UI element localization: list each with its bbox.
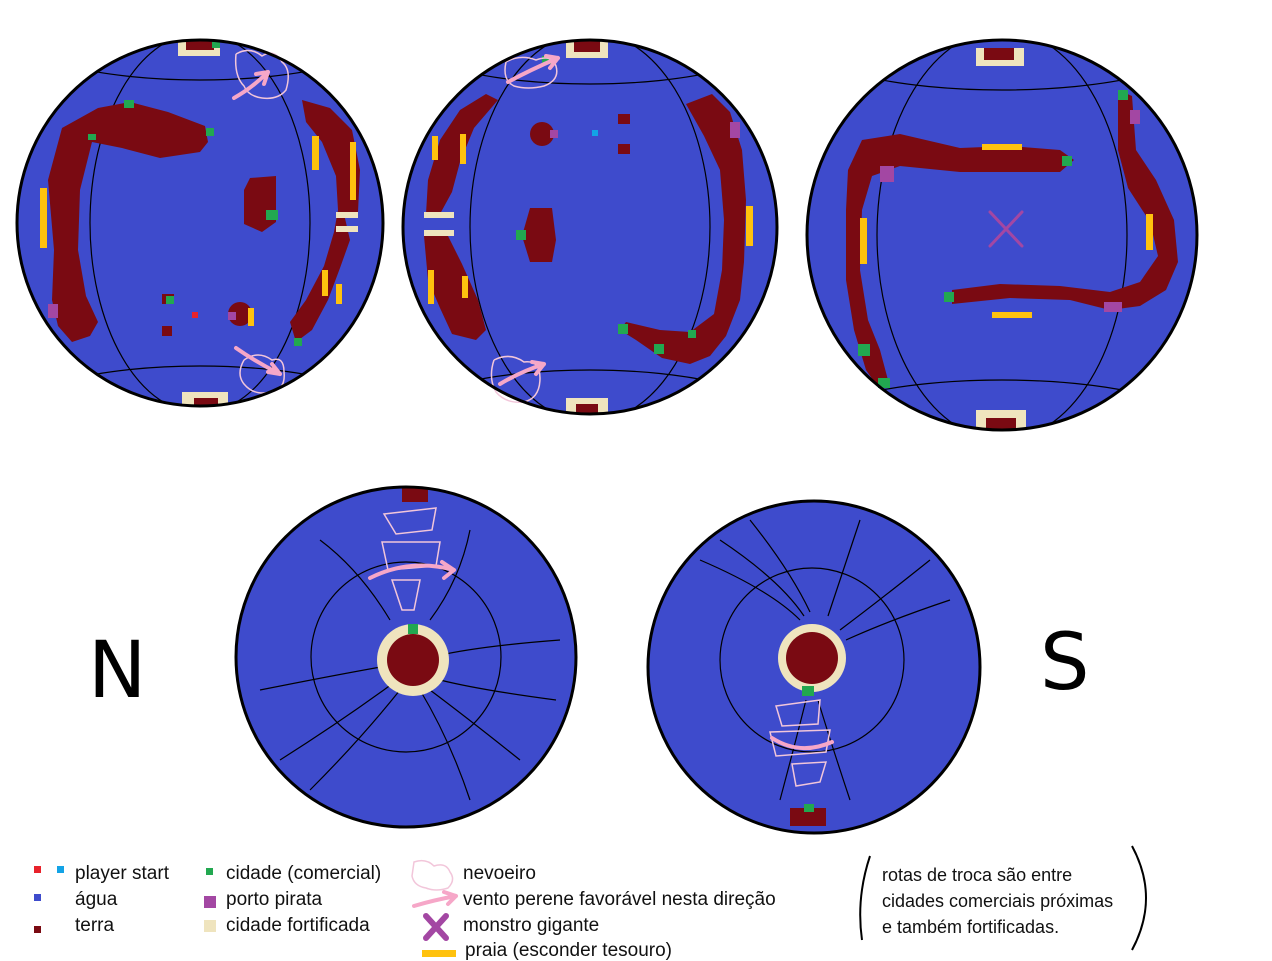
swatch-wind: [412, 890, 458, 908]
beaches: [860, 144, 1153, 318]
land-west: [846, 134, 1074, 390]
graticule: [699, 519, 951, 801]
trade-routes-note: rotas de troca são entre cidades comerci…: [882, 862, 1113, 940]
landmasses: [424, 40, 746, 414]
wind-arrow: [368, 560, 456, 580]
globe-south: [646, 499, 982, 835]
wind-arrows: [498, 54, 560, 386]
graticule: [403, 40, 777, 414]
swatch-fog: [411, 859, 454, 891]
swatch-pirate: [204, 896, 216, 908]
city: [802, 686, 814, 696]
globe-west: [15, 38, 385, 408]
note-line-2: cidades comerciais próximas: [882, 891, 1114, 911]
pirate-port: [550, 130, 558, 138]
player-start-red: [192, 312, 198, 318]
note-line-1: rotas de troca são entre: [882, 865, 1073, 885]
pirate-port: [48, 304, 58, 318]
bracket-left: [859, 855, 871, 941]
legend-fortified-city: cidade fortificada: [226, 915, 370, 936]
land-east: [620, 94, 746, 364]
monster: [988, 210, 1024, 248]
ocean: [403, 40, 777, 414]
landmasses: [846, 48, 1178, 430]
legend-fog: nevoeiro: [463, 863, 536, 884]
label-south: S: [1040, 618, 1090, 708]
land-west: [48, 102, 208, 342]
swatch-fortified: [204, 920, 216, 932]
note-line-3: e também fortificadas.: [882, 917, 1060, 937]
legend-pirate-port: porto pirata: [226, 889, 323, 910]
land-west-south: [424, 236, 486, 340]
legend-commercial-city: cidade (comercial): [226, 863, 382, 884]
legend-player-start: player start: [75, 863, 169, 884]
land-east: [952, 90, 1178, 310]
swatch-city: [206, 868, 213, 875]
legend-wind: vento perene favorável nesta direção: [463, 889, 776, 910]
land-island: [522, 208, 556, 262]
legend-swatches: [34, 859, 458, 957]
landmasses: [778, 624, 846, 826]
land-islet: [530, 122, 554, 146]
cities: [88, 40, 302, 346]
pirate-port: [1104, 302, 1122, 312]
swatch-monster: [423, 913, 449, 941]
graticule: [17, 40, 383, 406]
legend-land: terra: [75, 915, 115, 936]
city: [804, 804, 814, 812]
globe-north: [234, 485, 578, 829]
pirate-port: [730, 122, 740, 138]
legend-water: água: [75, 889, 118, 910]
pirate-port: [228, 312, 236, 320]
cities: [858, 90, 1128, 388]
beaches: [40, 136, 356, 326]
swatch-beach: [422, 950, 456, 957]
swatch-player-blue: [57, 866, 64, 873]
swatch-water: [34, 894, 41, 901]
player-start-blue: [592, 130, 598, 136]
globe-east: [805, 38, 1199, 432]
land-island: [244, 176, 276, 232]
swatch-land: [34, 926, 41, 933]
land-east: [290, 100, 360, 342]
globe-center: [401, 38, 779, 416]
graticule: [807, 40, 1197, 430]
beaches: [428, 134, 753, 304]
legend-beach: praia (esconder tesouro): [465, 940, 672, 961]
wind-arrows: [232, 70, 282, 376]
pirate-port: [1130, 110, 1140, 124]
wind-arrow: [770, 736, 834, 751]
pirate-port: [880, 166, 894, 182]
label-north: N: [88, 626, 147, 716]
bracket-right: [1131, 845, 1147, 951]
city: [408, 624, 418, 634]
landmasses: [377, 488, 449, 696]
cities: [516, 56, 696, 354]
swatch-player-red: [34, 866, 41, 873]
legend-monster: monstro gigante: [463, 915, 600, 936]
fog: [769, 699, 831, 787]
